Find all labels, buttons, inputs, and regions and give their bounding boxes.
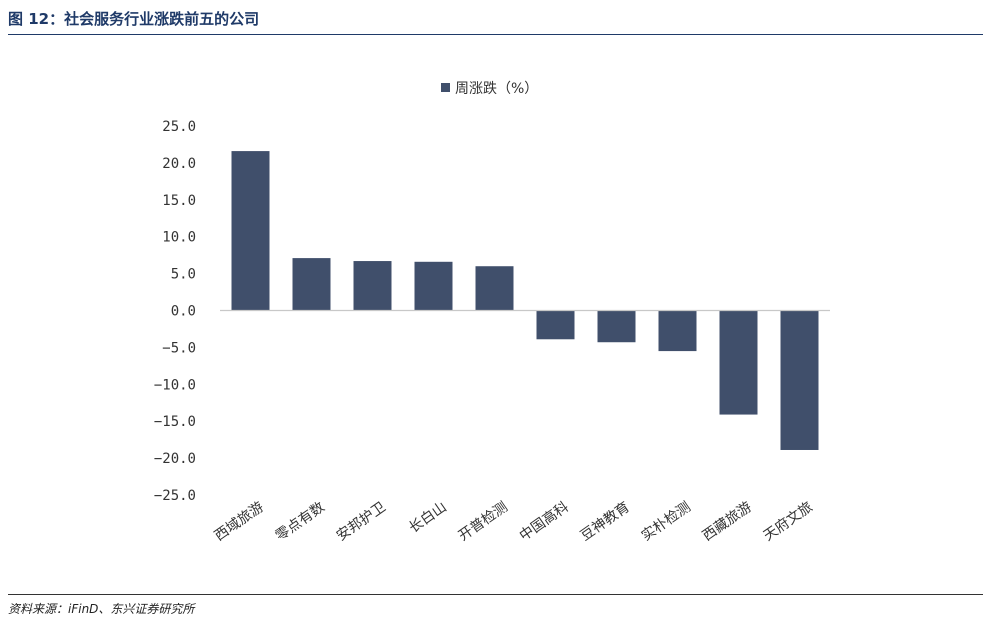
bar [353, 261, 392, 311]
y-tick-label: 5.0 [171, 267, 196, 283]
bar [658, 310, 697, 352]
bar-chart: 周涨跌（%） 25.0 20.0 15.0 10.0 5.0 0.0 −5.0 −10.0 −1… [154, 81, 830, 544]
source-divider [8, 594, 983, 595]
y-tick-label: −25.0 [154, 488, 196, 504]
x-category-label: 天府文旅 [761, 499, 816, 544]
x-category-label: 安邦护卫 [334, 499, 389, 544]
legend-label: 周涨跌（%） [455, 81, 538, 97]
legend-swatch [441, 83, 450, 92]
x-category-label: 西域旅游 [212, 499, 267, 544]
x-category-label: 豆神教育 [578, 499, 633, 544]
bar [536, 310, 575, 340]
y-tick-label: −5.0 [162, 340, 196, 356]
x-category-label: 中国高科 [516, 498, 572, 544]
bar [231, 151, 270, 311]
x-category-label: 西藏旅游 [700, 499, 755, 544]
x-category-label: 零点有数 [273, 499, 328, 544]
source-note: 资料来源：iFinD、东兴证券研究所 [8, 602, 195, 616]
y-tick-label: 20.0 [162, 156, 196, 172]
y-axis: 25.0 20.0 15.0 10.0 5.0 0.0 −5.0 −10.0 −15.0 −20.… [154, 119, 196, 504]
x-axis-labels: 西域旅游 零点有数 安邦护卫 长白山 开普检测 中国高科 豆神教育 实朴检测 西藏旅游 天府文旅 [212, 498, 816, 544]
bar [292, 258, 331, 311]
y-tick-label: −10.0 [154, 377, 196, 393]
y-tick-label: 15.0 [162, 193, 196, 209]
bar [597, 310, 636, 343]
x-category-label: 长白山 [406, 499, 450, 536]
y-tick-label: 10.0 [162, 230, 196, 246]
figure-title: 图 12：社会服务行业涨跌前五的公司 [8, 10, 260, 28]
x-category-label: 实朴检测 [639, 499, 694, 544]
bar [719, 310, 758, 415]
y-tick-label: 0.0 [171, 304, 196, 320]
y-tick-label: 25.0 [162, 119, 196, 135]
bars-group [231, 151, 819, 450]
title-divider [8, 34, 983, 35]
bar [780, 310, 819, 450]
y-tick-label: −15.0 [154, 414, 196, 430]
chart-legend: 周涨跌（%） [441, 81, 538, 97]
bar [475, 266, 514, 311]
y-tick-label: −20.0 [154, 451, 196, 467]
x-category-label: 开普检测 [456, 499, 511, 544]
bar [414, 261, 453, 311]
